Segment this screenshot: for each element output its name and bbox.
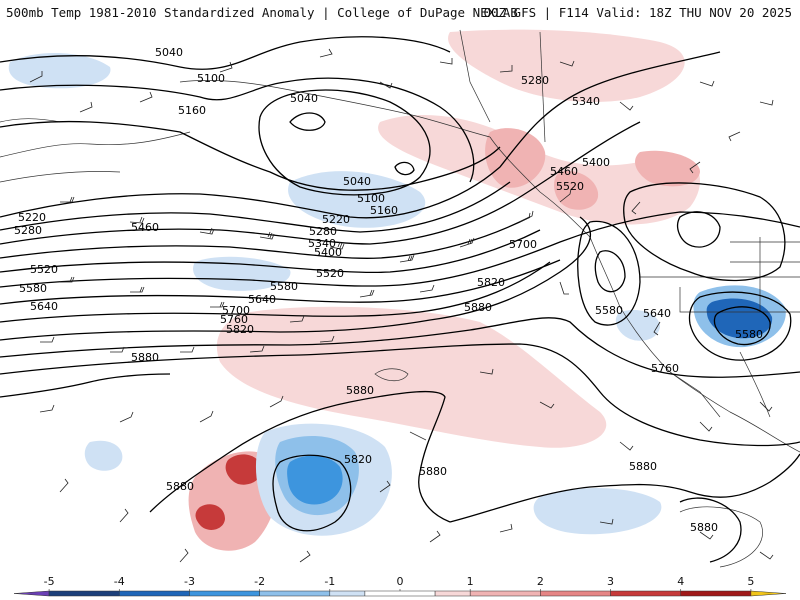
height-contours (0, 36, 800, 563)
contour-label: 5400 (582, 156, 610, 169)
contour-label: 5520 (316, 267, 344, 280)
colorbar-tick-label: 5 (747, 575, 754, 588)
anomaly-shading (8, 29, 786, 551)
contour-label: 5580 (19, 282, 47, 295)
colorbar-labels: -5 -4 -3 -2 -1 0 1 2 3 4 5 (44, 575, 754, 591)
contour-label: 5400 (314, 246, 342, 259)
colorbar-segments (13, 590, 787, 597)
wind-barbs (29, 48, 774, 563)
colorbar-tick-label: 2 (537, 575, 544, 588)
contour-label: 5280 (14, 224, 42, 237)
contour-label: 5520 (30, 263, 58, 276)
contour-label: 5460 (131, 221, 159, 234)
colorbar-segment (610, 590, 681, 597)
contour-label: 5820 (477, 276, 505, 289)
contour-label: 5460 (550, 165, 578, 178)
contour-label: 5340 (308, 237, 336, 250)
colorbar: -5 -4 -3 -2 -1 0 1 2 3 4 5 (0, 575, 800, 600)
colorbar-segment (119, 590, 190, 597)
contour-label: 5580 (595, 304, 623, 317)
contour-label: 5880 (346, 384, 374, 397)
contour-label: 5820 (344, 453, 372, 466)
colorbar-segment (48, 590, 120, 597)
colorbar-segment (680, 590, 752, 597)
contour-label: 5760 (651, 362, 679, 375)
colorbar-tick-label: -3 (184, 575, 195, 588)
colorbar-tick-label: -4 (114, 575, 125, 588)
contour-label: 5100 (357, 192, 385, 205)
contour-label: 5040 (290, 92, 318, 105)
map-header: 500mb Temp 1981-2010 Standardized Anomal… (0, 0, 800, 22)
colorbar-segment (434, 590, 471, 597)
contour-label: 5640 (643, 307, 671, 320)
colorbar-tick-label: 0 (397, 575, 404, 588)
contour-label: 5220 (18, 211, 46, 224)
map-title: 500mb Temp 1981-2010 Standardized Anomal… (6, 5, 518, 20)
colorbar-tick-label: 1 (467, 575, 474, 588)
contour-label: 5640 (248, 293, 276, 306)
contour-label: 5040 (155, 46, 183, 59)
anomaly-map: 5040 5100 5160 5040 5040 5100 5160 5220 … (0, 22, 800, 575)
contour-label: 5280 (309, 225, 337, 238)
contour-label: 5220 (322, 213, 350, 226)
contour-label: 5880 (131, 351, 159, 364)
contour-label: 5340 (572, 95, 600, 108)
colorbar-segment (329, 590, 366, 597)
contour-label: 5280 (521, 74, 549, 87)
contour-labels: 5040 5100 5160 5040 5040 5100 5160 5220 … (14, 46, 763, 534)
contour-label: 5760 (220, 313, 248, 326)
contour-label: 5640 (30, 300, 58, 313)
contour-label: 5880 (166, 480, 194, 493)
colorbar-segment (259, 590, 331, 597)
colorbar-tick-label: 3 (607, 575, 614, 588)
colorbar-segment (469, 590, 541, 597)
contour-label: 5160 (370, 204, 398, 217)
colorbar-segment (540, 590, 611, 597)
contour-label: 5580 (270, 280, 298, 293)
contour-label: 5580 (735, 328, 763, 341)
map-background (0, 22, 800, 575)
contour-label: 5880 (464, 301, 492, 314)
contour-label: 5880 (419, 465, 447, 478)
colorbar-tick-label: -1 (324, 575, 335, 588)
colorbar-segment (364, 590, 436, 597)
contour-label: 5160 (178, 104, 206, 117)
contour-label: 5700 (222, 304, 250, 317)
contour-label: 5880 (629, 460, 657, 473)
contour-label: 5520 (556, 180, 584, 193)
model-run-info: 00Z GFS | F114 Valid: 18Z THU NOV 20 202… (483, 5, 792, 20)
coastlines (0, 29, 800, 568)
colorbar-tick-label: -5 (44, 575, 55, 588)
colorbar-segment (13, 590, 50, 597)
contour-label: 5100 (197, 72, 225, 85)
contour-label: 5820 (226, 323, 254, 336)
colorbar-segment (750, 590, 787, 597)
colorbar-tick-label: -2 (254, 575, 265, 588)
colorbar-segment (189, 590, 260, 597)
contour-label: 5880 (690, 521, 718, 534)
contour-label: 5700 (509, 238, 537, 251)
colorbar-tick-label: 4 (677, 575, 684, 588)
contour-label: 5040 (343, 175, 371, 188)
